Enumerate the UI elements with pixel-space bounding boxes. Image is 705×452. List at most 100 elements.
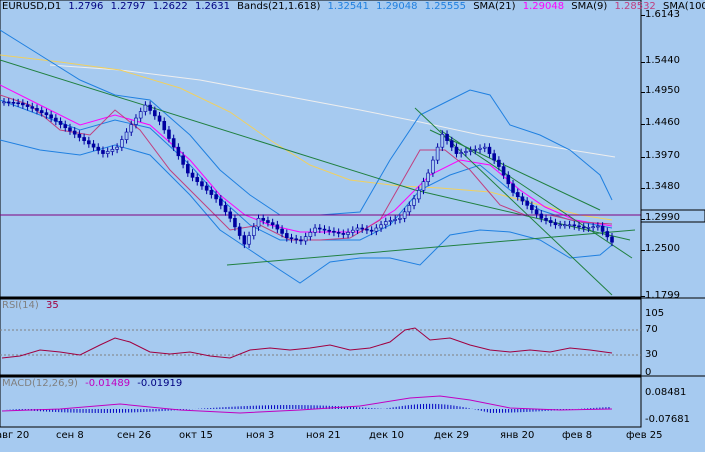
candle-body: [383, 221, 388, 226]
candle-body: [275, 224, 280, 230]
macd-signal-value: -0.01919: [137, 378, 183, 389]
main-header: EURUSD,D1 1.2796 1.2797 1.2622 1.2631 Ba…: [2, 1, 705, 13]
candle-body: [558, 224, 562, 227]
symbol-label: EURUSD,D1: [2, 1, 62, 12]
ohlc-high: 1.2797: [110, 1, 146, 12]
price-tick: [641, 92, 645, 93]
time-axis-label: ноя 21: [306, 430, 341, 441]
candle-body: [6, 101, 11, 104]
rsi-axis-label: 30: [645, 349, 658, 360]
price-tick: [641, 62, 645, 63]
candle-body: [143, 104, 148, 112]
candle-body: [129, 124, 134, 133]
candle-body: [322, 228, 327, 231]
macd-main-value: -0.01489: [85, 378, 131, 389]
candle-body: [171, 138, 176, 148]
candle-body: [266, 220, 270, 223]
candle-body: [332, 230, 336, 233]
bands-lower-value: 1.25555: [424, 1, 466, 12]
candle-body: [82, 137, 86, 141]
time-axis-label: дек 10: [369, 430, 405, 441]
sma9-line: [0, 94, 613, 241]
candle-body: [58, 120, 63, 125]
candle-body: [68, 127, 72, 132]
macd-signal-line: [1, 395, 613, 414]
candle-body: [313, 227, 317, 233]
candle-body: [54, 117, 58, 122]
candle-body: [63, 124, 68, 129]
time-axis-label: окт 15: [179, 430, 213, 441]
bollinger-lower: [0, 139, 613, 284]
rsi-label: RSI(14): [2, 300, 39, 311]
price-tick: [641, 157, 645, 158]
rsi-axis-label: 0: [645, 367, 652, 378]
candle-body: [157, 115, 162, 122]
candle-body: [11, 102, 16, 104]
candle-body: [346, 232, 350, 235]
candle-body: [2, 101, 6, 104]
candlesticks: [2, 97, 614, 249]
price-axis-label: 1.2990: [645, 212, 680, 223]
sma100-label: SMA(100): [662, 1, 705, 12]
time-axis-label: янв 20: [500, 430, 535, 441]
candle-body: [449, 140, 454, 148]
trendline-1: [0, 59, 416, 191]
candle-body: [256, 218, 261, 228]
candle-body: [233, 218, 237, 228]
rsi-value: 35: [45, 300, 59, 311]
candle-body: [237, 226, 242, 236]
candle-body: [577, 225, 581, 228]
candle-body: [473, 149, 478, 151]
candle-body: [454, 146, 459, 154]
candle-body: [464, 151, 468, 153]
candle-body: [553, 222, 558, 226]
candle-body: [96, 146, 101, 151]
candle-body: [167, 129, 171, 139]
candle-body: [374, 227, 379, 232]
candle-body: [35, 108, 39, 111]
price-tick: [641, 296, 645, 297]
time-axis-label: фев 25: [626, 430, 663, 441]
current-price-box: [640, 209, 705, 223]
candle-body: [72, 130, 77, 135]
candle-body: [600, 225, 605, 232]
candle-body: [21, 102, 25, 106]
candle-body: [110, 149, 115, 152]
price-axis-label: 1.4950: [645, 85, 680, 96]
sma21-label: SMA(21): [473, 1, 516, 12]
candle-body: [402, 211, 407, 219]
sma100-white-line: [49, 64, 616, 158]
macd-panel[interactable]: [0, 376, 642, 428]
price-axis-label: 1.6143: [645, 9, 680, 20]
bollinger-upper: [0, 29, 613, 216]
price-axis-label: 1.3480: [645, 181, 680, 192]
candle-body: [251, 226, 256, 236]
candle-body: [284, 233, 289, 239]
candle-body: [261, 218, 266, 221]
candle-body: [124, 131, 129, 140]
macd-label: MACD(12,26,9): [2, 378, 78, 389]
price-tick: [641, 250, 645, 251]
price-axis-label: 1.2500: [645, 243, 680, 254]
candle-body: [195, 177, 200, 182]
candle-body: [563, 224, 567, 227]
candle-body: [501, 166, 506, 176]
ohlc-open: 1.2796: [68, 1, 104, 12]
candle-body: [91, 143, 96, 148]
macd-axis-label: 0.08481: [645, 387, 687, 398]
price-panel[interactable]: [0, 0, 642, 298]
bands-middle-value: 1.29048: [376, 1, 418, 12]
macd-axis-label: -0.07681: [645, 414, 690, 425]
time-axis-label: ноя 3: [246, 430, 275, 441]
candle-body: [186, 164, 190, 174]
price-tick: [641, 188, 645, 189]
rsi-panel[interactable]: [0, 298, 642, 376]
candle-body: [445, 133, 449, 141]
candle-body: [181, 155, 185, 165]
candle-body: [16, 102, 20, 105]
rsi-header: RSI(14) 35: [2, 300, 63, 312]
time-axis-label: сен 8: [56, 430, 84, 441]
bands-upper-value: 1.32541: [327, 1, 369, 12]
candle-body: [153, 110, 157, 117]
